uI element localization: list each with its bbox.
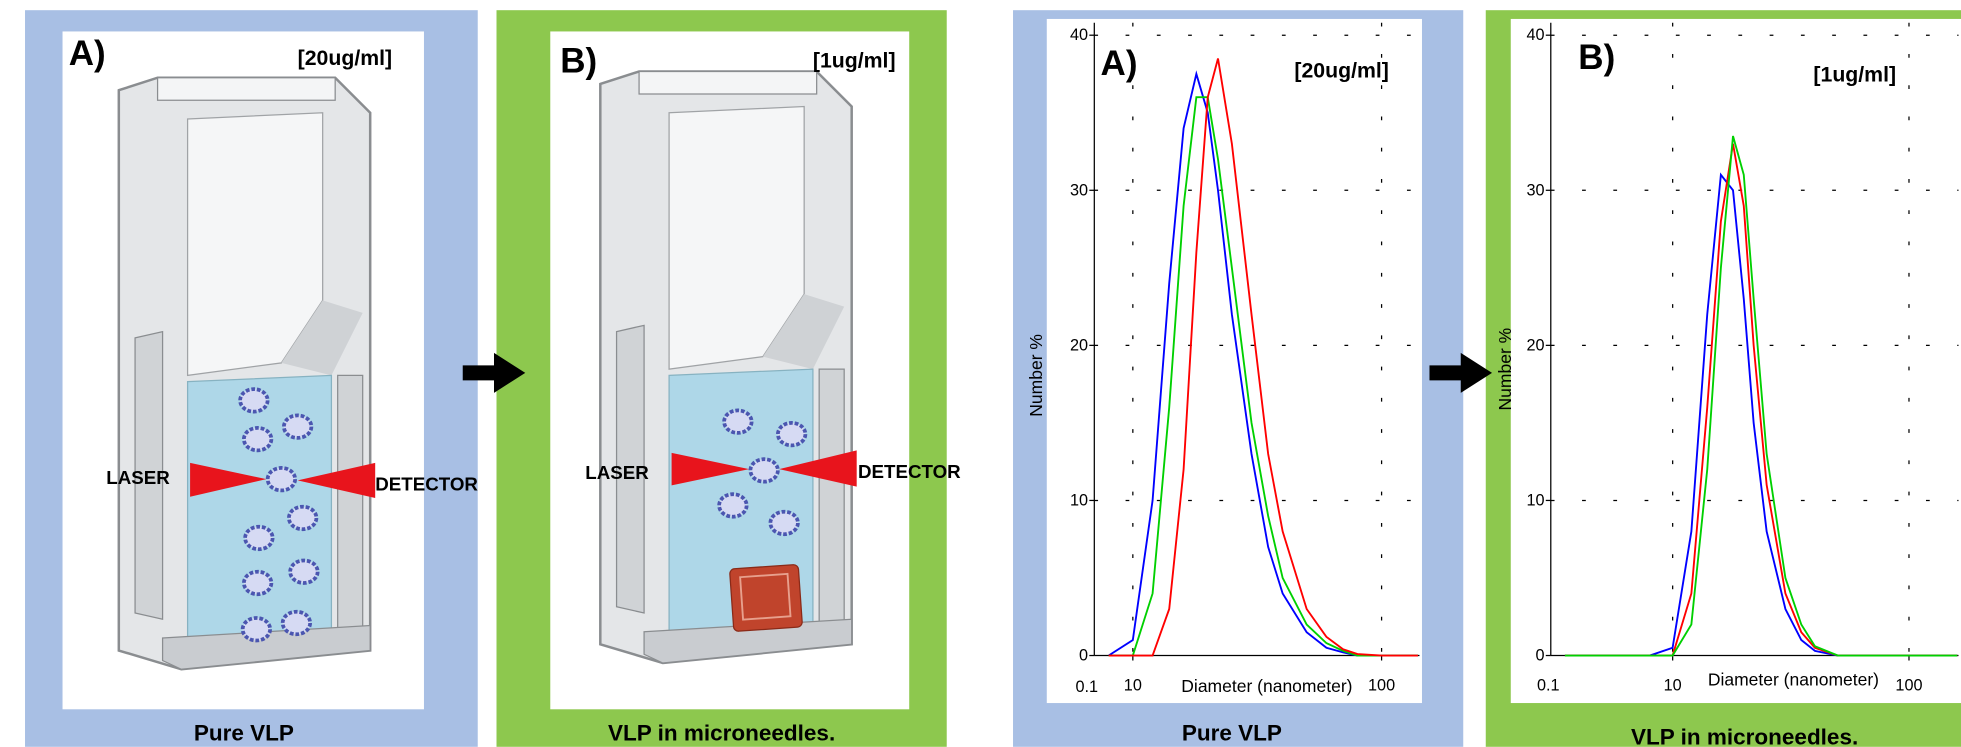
y-tick-label: 40 [1526,26,1544,44]
caption: VLP in microneedles. [1631,724,1858,747]
laser-label: LASER [585,462,649,483]
panel-label: A) [69,34,106,73]
y-axis-label: Number % [1026,334,1046,417]
y-tick-label: 40 [1070,26,1088,44]
y-tick-label: 10 [1526,491,1544,509]
y-tick-label: 0 [1535,647,1544,665]
y-tick-label: 30 [1526,181,1544,199]
cuvette [600,71,856,663]
x-origin-label: 0.1 [1076,678,1099,696]
panel-label: A) [1101,44,1138,83]
x-axis-label: Diameter (nanometer) [1708,670,1879,690]
page: {"chart_data": [ {"type": "line", "label… [0,0,1961,747]
detector-label: DETECTOR [375,473,478,494]
concentration: [1ug/ml] [1813,62,1896,86]
x-tick-label: 100 [1368,677,1395,695]
detector-label: DETECTOR [858,461,961,482]
figure: A) [20ug/ml] LASER DETECTOR Pure VLP B) … [0,0,1961,747]
y-tick-label: 20 [1070,336,1088,354]
panel-label: B) [560,42,597,81]
concentration: [1ug/ml] [813,49,896,73]
caption: Pure VLP [194,721,294,746]
y-tick-label: 10 [1070,491,1088,509]
x-axis-label: Diameter (nanometer) [1181,676,1352,696]
laser-label: LASER [106,467,170,488]
caption: VLP in microneedles. [608,721,835,746]
concentration: [20ug/ml] [1294,59,1388,83]
y-tick-label: 30 [1070,181,1088,199]
y-tick-label: 0 [1079,647,1088,665]
y-tick-label: 20 [1526,336,1544,354]
caption: Pure VLP [1182,721,1282,746]
panel-label: B) [1578,38,1615,77]
x-tick-label: 10 [1124,677,1142,695]
cuvette [119,78,375,670]
panel-inner [1511,19,1961,703]
y-axis-label: Number % [1495,328,1515,411]
x-origin-label: 0.1 [1537,677,1560,695]
x-tick-label: 10 [1664,677,1682,695]
x-tick-label: 100 [1895,677,1922,695]
panel-inner [1047,19,1422,703]
concentration: [20ug/ml] [298,46,392,70]
